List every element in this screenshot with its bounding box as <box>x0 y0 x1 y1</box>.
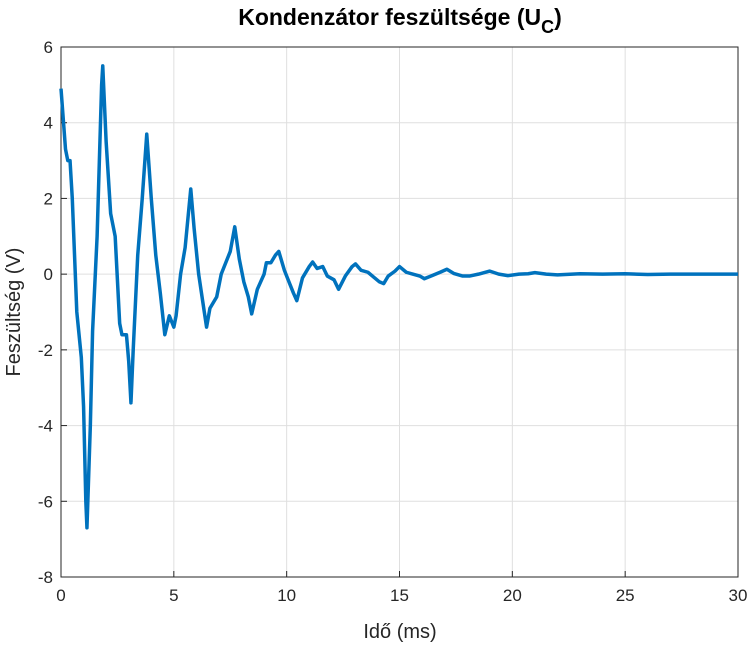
title-subscript: C <box>541 17 554 37</box>
data-line <box>59 64 738 530</box>
y-tick-label: 4 <box>44 114 53 133</box>
y-tick-label: -2 <box>38 341 53 360</box>
y-tick-label: 0 <box>44 265 53 284</box>
x-tick-label: 5 <box>169 586 178 605</box>
y-tick-label: -8 <box>38 568 53 587</box>
title-end: ) <box>554 4 562 30</box>
chart-title: Kondenzátor feszültsége (UC) <box>238 4 562 37</box>
x-tick-label: 15 <box>390 586 409 605</box>
x-axis-label: Idő (ms) <box>363 621 436 643</box>
y-tick-label: 2 <box>44 189 53 208</box>
title-main: Kondenzátor feszültsége (U <box>238 4 541 30</box>
y-tick-label: 6 <box>44 38 53 57</box>
x-tick-label: 25 <box>616 586 635 605</box>
plot-frame <box>60 46 739 578</box>
y-axis-label: Feszültség (V) <box>3 248 25 377</box>
x-tick-label: 10 <box>277 586 296 605</box>
y-tick-label: -6 <box>38 492 53 511</box>
y-tick-label: -4 <box>38 417 53 436</box>
x-tick-label: 0 <box>56 586 65 605</box>
x-tick-label: 30 <box>729 586 748 605</box>
x-tick-label: 20 <box>503 586 522 605</box>
